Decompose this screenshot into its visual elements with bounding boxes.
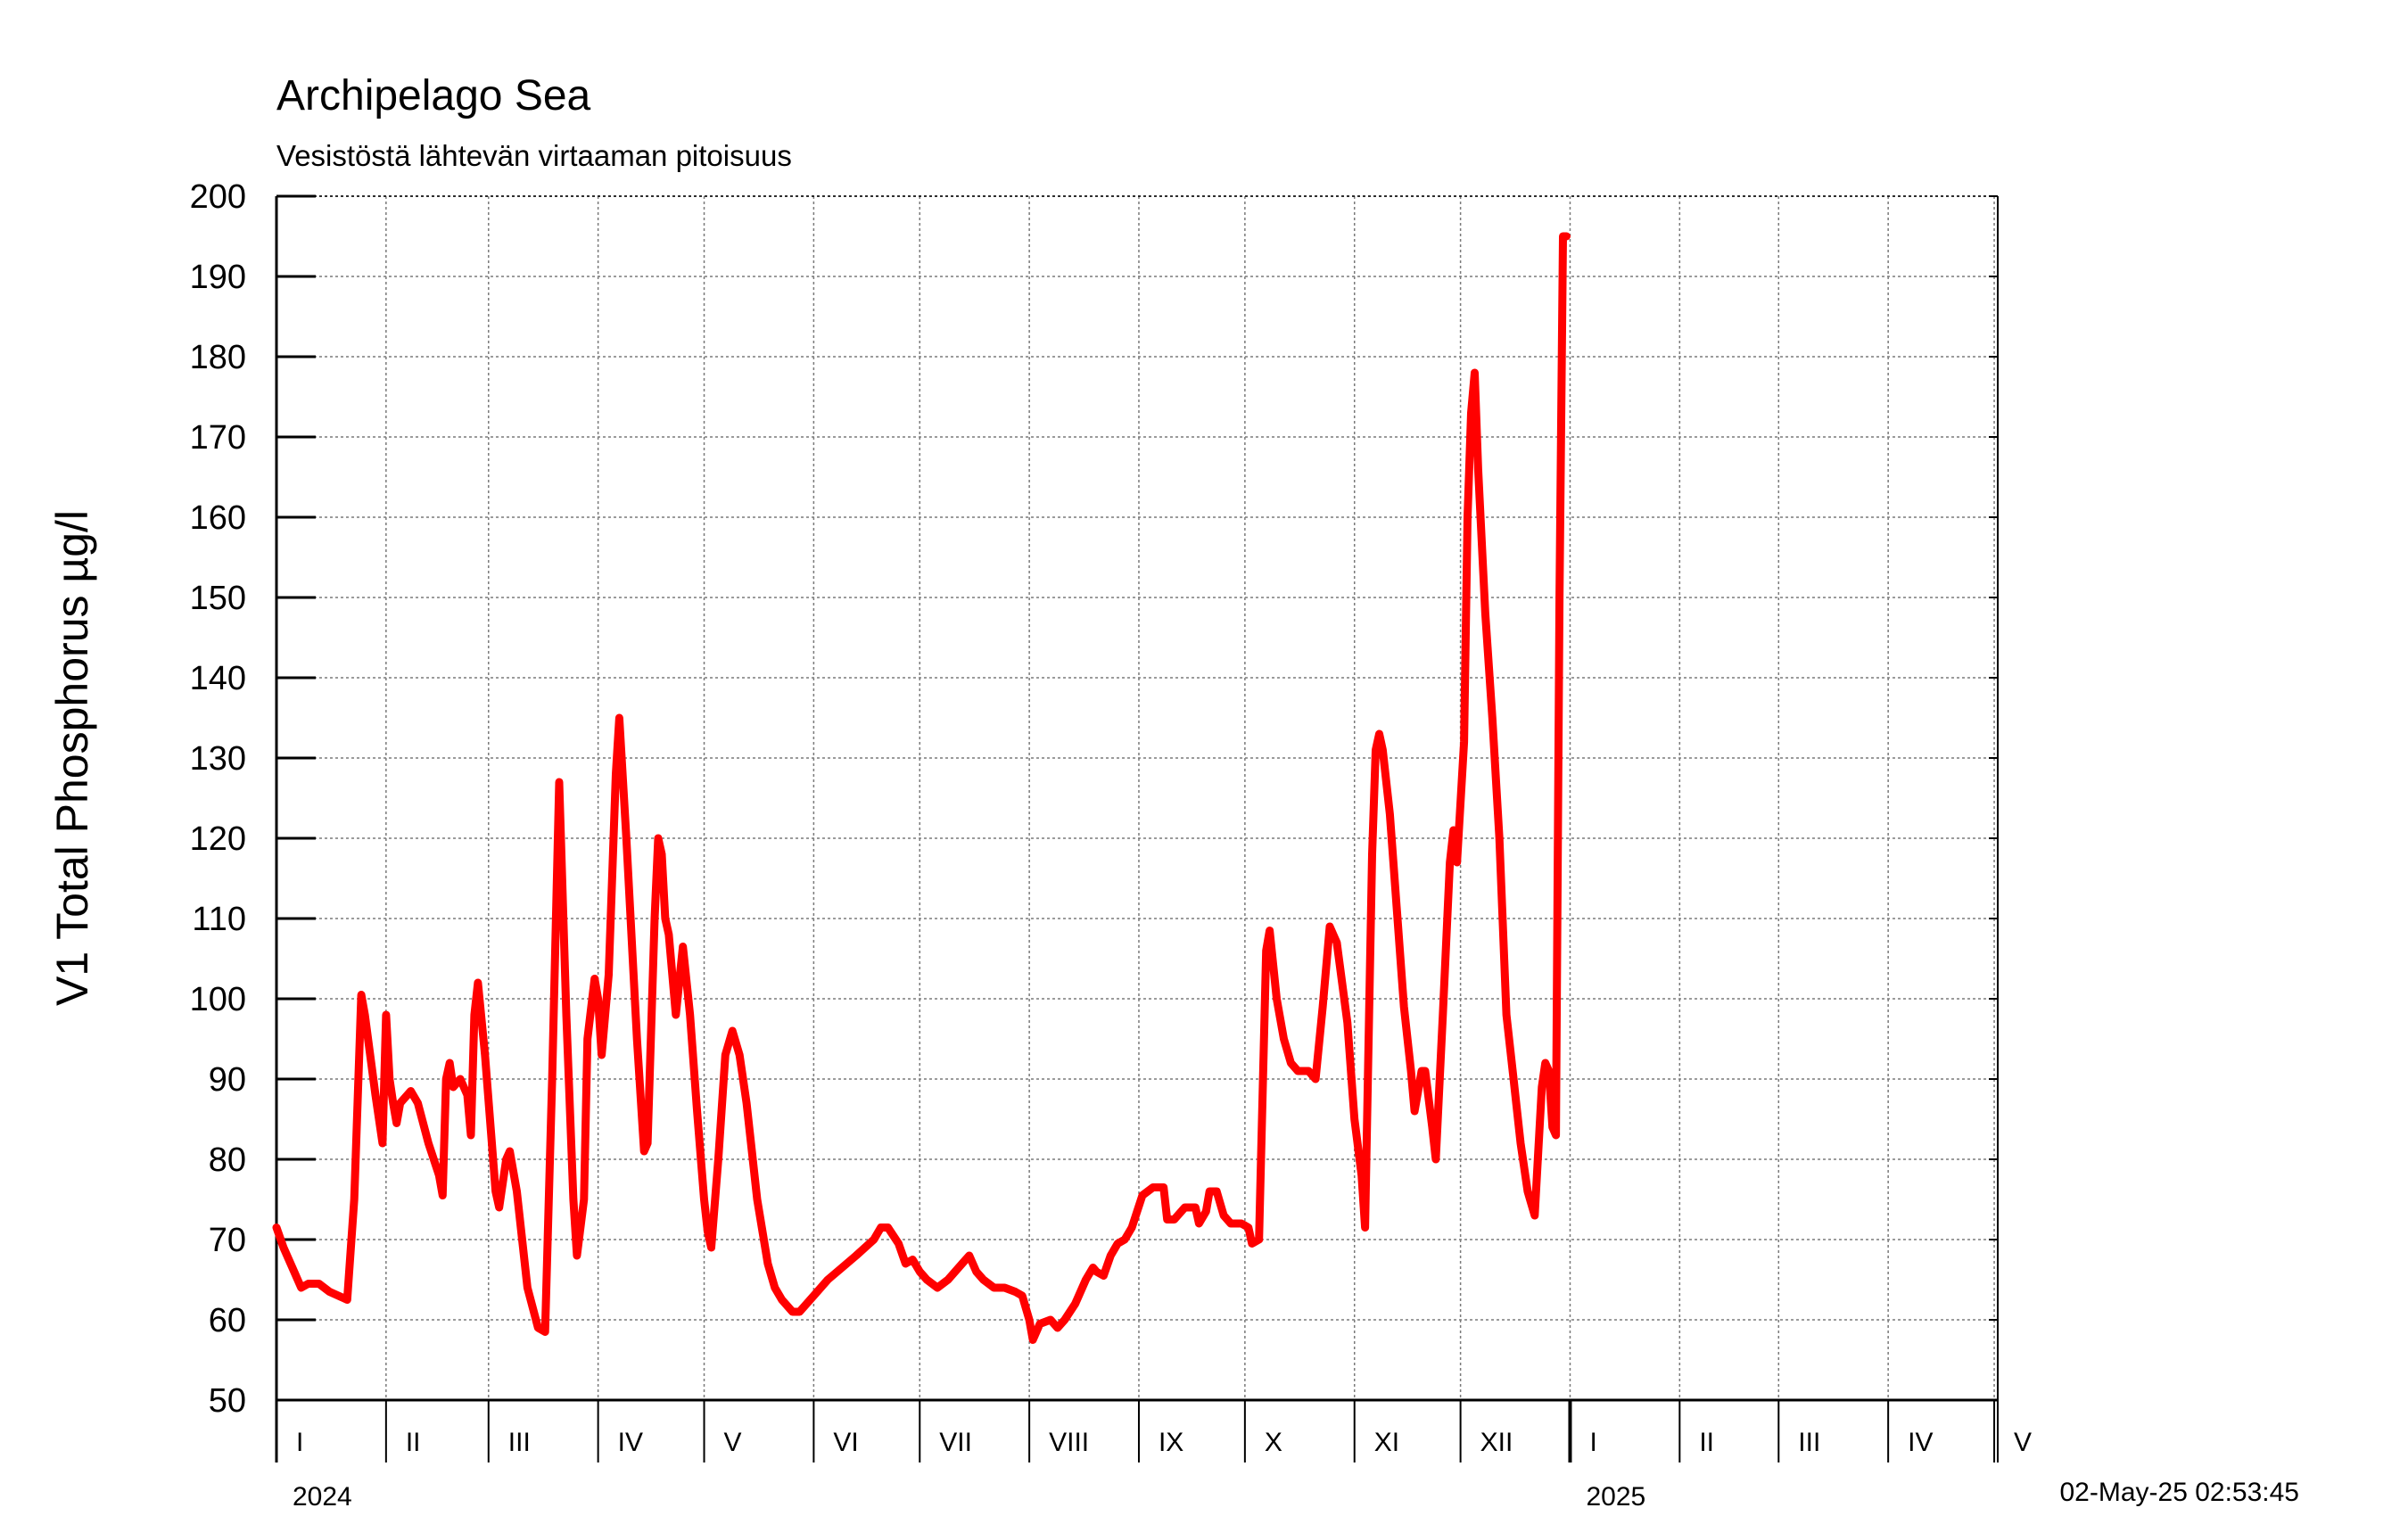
- month-label: V: [724, 1428, 742, 1457]
- month-label: III: [508, 1428, 531, 1457]
- y-tick-label: 180: [190, 339, 246, 376]
- y-tick-label: 90: [209, 1061, 246, 1099]
- y-tick-label: 70: [209, 1222, 246, 1259]
- axes: [275, 194, 1999, 1462]
- month-label: II: [406, 1428, 421, 1457]
- month-label: XI: [1374, 1428, 1399, 1457]
- y-tick-label: 80: [209, 1141, 246, 1179]
- series-line: [272, 232, 1571, 1344]
- y-axis-label: V1 Total Phosphorus µg/l: [47, 510, 97, 1006]
- month-label: IX: [1159, 1428, 1183, 1457]
- y-tick-label: 130: [190, 740, 246, 778]
- month-label: VIII: [1049, 1428, 1089, 1457]
- month-label: IV: [618, 1428, 643, 1457]
- y-tick-label: 60: [209, 1302, 246, 1339]
- y-tick-label: 200: [190, 178, 246, 216]
- chart-title: Archipelago Sea: [276, 72, 591, 119]
- y-tick-label: 170: [190, 419, 246, 457]
- y-tick-label: 190: [190, 259, 246, 296]
- y-tick-label: 110: [192, 901, 246, 938]
- y-tick-labels: 50 60 70 80 90 100 110 120 130 140 150 160 170 180 190…: [190, 178, 246, 1420]
- timestamp: 02-May-25 02:53:45: [2059, 1478, 2299, 1507]
- month-label: III: [1798, 1428, 1820, 1457]
- year-label: 2024: [293, 1482, 352, 1512]
- month-label: XII: [1480, 1428, 1513, 1457]
- month-label: I: [1589, 1428, 1596, 1457]
- chart-subtitle: Vesistöstä lähtevän virtaaman pitoisuus: [276, 139, 792, 172]
- grid-lines: [276, 195, 1998, 1400]
- series-group: [272, 232, 1571, 1344]
- y-tick-label: 50: [209, 1382, 246, 1420]
- y-tick-label: 100: [190, 981, 246, 1018]
- month-label: II: [1699, 1428, 1714, 1457]
- month-label: I: [296, 1428, 303, 1457]
- month-label: VI: [833, 1428, 858, 1457]
- month-label: VII: [939, 1428, 972, 1457]
- month-label: X: [1265, 1428, 1282, 1457]
- y-tick-label: 140: [190, 660, 246, 697]
- month-label: V: [2014, 1428, 2032, 1457]
- year-label: 2025: [1586, 1482, 1645, 1512]
- y-tick-label: 160: [190, 499, 246, 537]
- y-tick-label: 150: [190, 580, 246, 617]
- y-tick-label: 120: [190, 820, 246, 858]
- month-label: IV: [1908, 1428, 1933, 1457]
